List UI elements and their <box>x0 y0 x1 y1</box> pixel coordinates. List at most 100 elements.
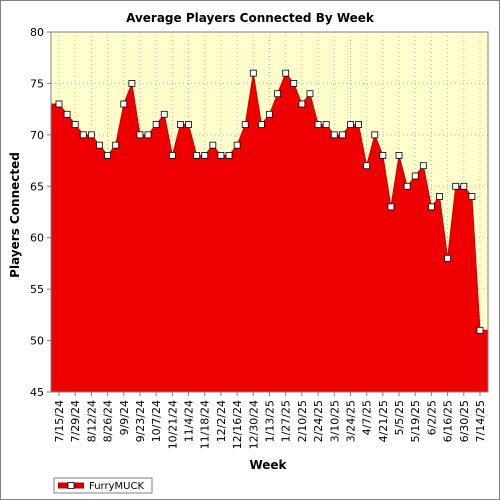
data-point <box>128 80 136 87</box>
data-point <box>55 100 63 108</box>
data-point <box>233 141 241 149</box>
data-point <box>274 90 281 98</box>
x-tick-label: 6/30/25 <box>458 400 471 442</box>
x-tick-label: 8/12/24 <box>85 400 98 442</box>
x-tick-label: 1/13/25 <box>264 400 277 442</box>
series-area <box>51 73 488 393</box>
data-point <box>411 172 419 180</box>
y-tick-label: 70 <box>30 129 44 142</box>
x-axis-ticks: 7/15/24 7/29/24 8/12/24 8/26/24 9/9/24 9/23/2… <box>53 392 487 449</box>
x-tick-label: 12/2/24 <box>215 400 228 442</box>
series-markers <box>55 69 484 334</box>
x-axis-label: Week <box>249 458 287 472</box>
y-tick-label: 55 <box>30 283 44 296</box>
data-point <box>314 121 322 128</box>
data-point <box>209 141 217 149</box>
data-point <box>63 110 71 118</box>
data-point <box>468 193 476 200</box>
x-tick-label: 11/18/24 <box>199 400 212 449</box>
x-tick-label: 1/27/25 <box>280 400 293 442</box>
data-point <box>330 131 338 139</box>
x-tick-label: 9/9/24 <box>118 400 131 435</box>
data-point <box>460 182 468 190</box>
data-point <box>71 121 79 128</box>
y-tick-label: 50 <box>30 335 44 348</box>
y-tick-label: 60 <box>30 232 44 245</box>
x-tick-label: 11/4/24 <box>183 400 196 442</box>
x-tick-label: 7/15/24 <box>53 400 66 442</box>
data-point <box>322 121 330 128</box>
data-point <box>217 152 225 159</box>
data-point <box>177 121 184 128</box>
data-point <box>96 141 103 149</box>
y-tick-label: 45 <box>30 386 44 399</box>
data-point <box>363 162 371 170</box>
x-tick-label: 10/7/24 <box>150 400 163 442</box>
legend-marker <box>67 482 75 489</box>
data-point <box>152 121 160 128</box>
data-point <box>347 121 354 128</box>
chart-title: Average Players Connected By Week <box>126 11 375 25</box>
data-point <box>120 100 128 108</box>
x-tick-label: 5/19/25 <box>409 400 422 442</box>
data-point <box>338 131 346 139</box>
data-point <box>258 121 265 128</box>
data-point <box>185 121 192 128</box>
data-point <box>290 80 298 87</box>
y-tick-label: 65 <box>30 180 44 193</box>
data-point <box>201 152 209 159</box>
x-tick-label: 12/30/24 <box>247 400 260 449</box>
legend: FurryMUCK <box>53 477 153 494</box>
data-point <box>306 90 314 98</box>
y-tick-label: 75 <box>30 77 44 90</box>
data-point <box>444 254 452 262</box>
x-tick-label: 4/21/25 <box>377 400 390 442</box>
data-point <box>387 203 395 211</box>
legend-box <box>53 477 153 494</box>
x-tick-label: 2/10/25 <box>296 400 309 442</box>
x-tick-label: 3/10/25 <box>328 400 341 442</box>
data-point <box>160 110 168 118</box>
x-tick-label: 3/24/25 <box>344 400 357 442</box>
data-point <box>136 131 144 139</box>
y-axis-ticks: 45 50 55 60 65 70 75 80 <box>30 26 51 399</box>
legend-label: FurryMUCK <box>89 481 144 492</box>
data-point <box>476 326 484 334</box>
data-point <box>168 152 176 159</box>
data-point <box>428 203 435 211</box>
data-point <box>355 121 362 128</box>
data-point <box>436 193 443 200</box>
data-point <box>419 162 427 170</box>
x-tick-label: 2/24/25 <box>312 400 325 442</box>
x-tick-label: 4/7/25 <box>361 400 374 435</box>
y-axis-label: Players Connected <box>8 152 22 278</box>
data-point <box>112 141 120 149</box>
x-tick-label: 9/23/24 <box>134 400 147 442</box>
x-tick-label: 6/16/25 <box>442 400 455 442</box>
x-tick-label: 7/14/25 <box>474 400 487 442</box>
data-point <box>282 69 290 77</box>
data-point <box>371 131 379 139</box>
data-point <box>193 152 201 159</box>
data-point <box>87 131 95 139</box>
data-point <box>452 182 460 190</box>
data-point <box>144 131 152 139</box>
x-tick-label: 12/16/24 <box>231 400 244 449</box>
data-point <box>225 152 233 159</box>
x-tick-label: 5/5/25 <box>393 400 406 435</box>
x-tick-label: 10/21/24 <box>166 400 179 449</box>
data-point <box>298 100 306 108</box>
data-point <box>249 69 257 77</box>
data-point <box>403 182 411 190</box>
data-point <box>395 152 403 159</box>
data-point <box>241 121 249 128</box>
data-point <box>104 152 111 159</box>
data-point <box>379 152 387 159</box>
y-tick-label: 80 <box>30 26 44 39</box>
data-point <box>79 131 87 139</box>
x-tick-label: 8/26/24 <box>102 400 115 442</box>
data-point <box>266 110 273 118</box>
x-tick-label: 6/2/25 <box>425 400 438 435</box>
